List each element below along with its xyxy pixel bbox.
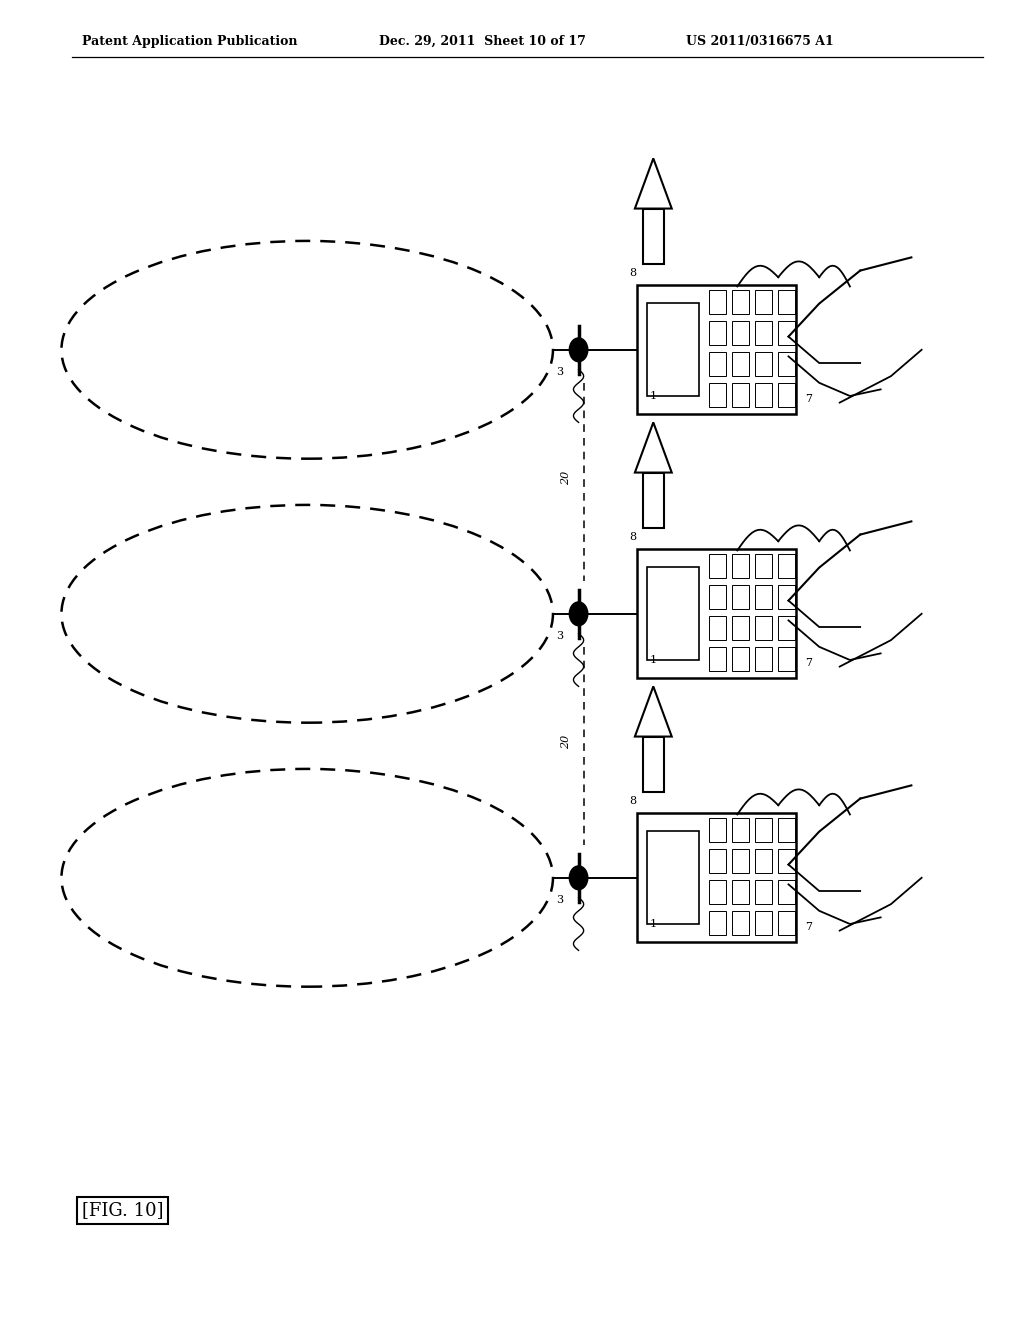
Text: 20: 20	[561, 471, 571, 484]
Bar	[778, 849, 796, 873]
Bar	[732, 849, 750, 873]
Bar	[755, 616, 772, 640]
Bar	[732, 290, 750, 314]
Bar	[732, 911, 750, 935]
Text: Patent Application Publication: Patent Application Publication	[82, 34, 297, 48]
Bar	[732, 321, 750, 345]
Bar	[709, 849, 726, 873]
Bar	[643, 737, 664, 792]
Bar	[778, 647, 796, 671]
Bar	[643, 473, 664, 528]
Polygon shape	[635, 422, 672, 473]
Text: 3: 3	[557, 367, 563, 378]
Bar	[755, 383, 772, 407]
Bar	[647, 568, 699, 660]
Bar	[755, 647, 772, 671]
Bar	[755, 554, 772, 578]
Bar	[732, 383, 750, 407]
Bar	[637, 813, 797, 942]
Bar	[778, 818, 796, 842]
Bar	[778, 321, 796, 345]
Text: 1: 1	[650, 655, 656, 665]
Bar	[709, 383, 726, 407]
Bar	[732, 585, 750, 609]
Text: [FIG. 10]: [FIG. 10]	[82, 1201, 164, 1220]
Bar	[755, 880, 772, 904]
Polygon shape	[635, 686, 672, 737]
Bar	[709, 321, 726, 345]
Text: 8: 8	[630, 532, 636, 543]
Bar	[778, 352, 796, 376]
Bar	[647, 832, 699, 924]
Bar	[709, 818, 726, 842]
Text: 1: 1	[650, 919, 656, 929]
Text: Dec. 29, 2011  Sheet 10 of 17: Dec. 29, 2011 Sheet 10 of 17	[379, 34, 586, 48]
Bar	[755, 849, 772, 873]
Text: 3: 3	[557, 895, 563, 906]
Polygon shape	[635, 158, 672, 209]
Text: 7: 7	[806, 657, 812, 668]
Bar	[637, 285, 797, 414]
Bar	[778, 383, 796, 407]
Bar	[709, 352, 726, 376]
Bar	[755, 290, 772, 314]
Bar	[755, 585, 772, 609]
Bar	[755, 818, 772, 842]
Bar	[778, 554, 796, 578]
Text: 7: 7	[806, 393, 812, 404]
Bar	[778, 616, 796, 640]
Bar	[778, 290, 796, 314]
Bar	[709, 647, 726, 671]
Text: 8: 8	[630, 796, 636, 807]
Bar	[732, 616, 750, 640]
Text: 8: 8	[630, 268, 636, 279]
Bar	[755, 321, 772, 345]
Bar	[778, 911, 796, 935]
Bar	[709, 616, 726, 640]
Bar	[732, 554, 750, 578]
Bar	[709, 554, 726, 578]
Bar	[732, 352, 750, 376]
Bar	[709, 911, 726, 935]
Bar	[637, 549, 797, 678]
Bar	[778, 880, 796, 904]
Bar	[709, 290, 726, 314]
Bar	[778, 585, 796, 609]
Bar	[647, 304, 699, 396]
Circle shape	[569, 602, 588, 626]
Bar	[755, 352, 772, 376]
Bar	[643, 209, 664, 264]
Circle shape	[569, 866, 588, 890]
Bar	[755, 911, 772, 935]
Bar	[732, 647, 750, 671]
Bar	[732, 818, 750, 842]
Text: US 2011/0316675 A1: US 2011/0316675 A1	[686, 34, 834, 48]
Text: 20: 20	[561, 735, 571, 748]
Text: 1: 1	[650, 391, 656, 401]
Bar	[709, 585, 726, 609]
Circle shape	[569, 338, 588, 362]
Bar	[709, 880, 726, 904]
Bar	[732, 880, 750, 904]
Text: 3: 3	[557, 631, 563, 642]
Text: 7: 7	[806, 921, 812, 932]
